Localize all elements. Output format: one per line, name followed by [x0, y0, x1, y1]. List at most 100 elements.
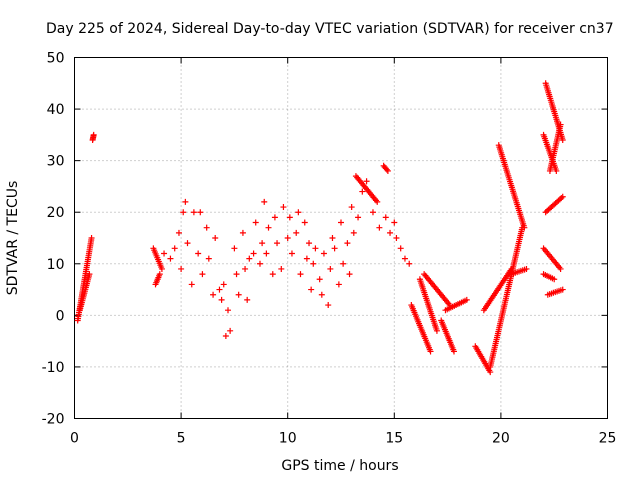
data-point	[344, 240, 351, 247]
data-point	[203, 224, 210, 231]
data-point	[374, 198, 381, 205]
data-point	[180, 209, 187, 216]
data-point	[88, 235, 95, 241]
data-point	[346, 271, 353, 278]
data-point	[171, 245, 178, 252]
data-point	[175, 229, 182, 236]
data-point	[427, 348, 434, 355]
grid	[74, 57, 608, 419]
data-point	[156, 271, 163, 278]
data-point	[161, 250, 168, 257]
data-point	[256, 260, 263, 267]
data-point	[303, 255, 310, 262]
data-point	[523, 265, 530, 272]
data-point	[195, 250, 202, 257]
data-point	[210, 291, 217, 298]
y-tick-label: 30	[47, 154, 65, 170]
data-point	[338, 219, 344, 226]
data-point	[376, 224, 383, 231]
data-point	[235, 291, 242, 298]
data-point	[205, 255, 212, 262]
data-point	[242, 265, 249, 272]
data-point	[271, 214, 278, 221]
data-point	[250, 250, 257, 257]
data-point	[178, 265, 185, 272]
data-point	[325, 302, 332, 309]
data-point	[521, 224, 528, 231]
data-point	[301, 219, 308, 226]
y-tick-label: 50	[47, 51, 65, 67]
y-tick-label: -20	[42, 412, 65, 428]
data-point	[86, 271, 93, 278]
data-point	[397, 245, 404, 252]
data-point	[348, 204, 355, 211]
data-point	[487, 369, 494, 376]
data-point	[252, 219, 259, 226]
data-point	[382, 214, 389, 221]
data-point	[559, 286, 566, 293]
data-point	[199, 271, 206, 278]
data-point	[312, 245, 319, 252]
data-point	[284, 235, 291, 241]
data-point	[216, 286, 223, 293]
data-point	[383, 166, 390, 173]
data-point	[220, 281, 227, 288]
data-point	[280, 204, 287, 211]
data-point	[182, 198, 189, 205]
data-point	[167, 255, 174, 262]
data-point	[387, 229, 394, 236]
data-point	[225, 307, 232, 314]
data-point	[306, 240, 313, 247]
y-tick-label: 20	[47, 205, 65, 221]
data-point	[355, 214, 362, 221]
data-point	[401, 255, 408, 262]
x-tick-label: 5	[177, 431, 186, 447]
x-tick-label: 15	[385, 431, 403, 447]
data-point	[90, 131, 97, 138]
data-point	[557, 265, 564, 272]
plot-frame	[74, 57, 608, 419]
data-point	[227, 327, 234, 334]
data-point	[222, 332, 229, 339]
data-point	[327, 265, 334, 272]
y-tick-label: 40	[47, 102, 65, 118]
x-tick-label: 20	[492, 431, 510, 447]
data-point	[233, 271, 240, 278]
data-point	[239, 229, 246, 236]
data-point	[391, 219, 398, 226]
data-point	[184, 240, 191, 247]
data-point	[265, 224, 272, 231]
data-point	[197, 209, 204, 216]
x-tick-label: 10	[279, 431, 297, 447]
data-point	[363, 178, 370, 185]
data-point	[158, 265, 165, 272]
data-point	[559, 137, 566, 144]
data-point	[288, 250, 295, 257]
chart-title: Day 225 of 2024, Sidereal Day-to-day VTE…	[46, 21, 614, 37]
y-tick-label: 10	[47, 257, 65, 273]
data-point	[278, 265, 285, 272]
data-point	[335, 281, 342, 288]
data-point	[286, 214, 293, 221]
data-point	[295, 209, 302, 216]
data-point	[340, 260, 347, 267]
data-point	[308, 286, 315, 293]
data-point	[293, 229, 300, 236]
data-point	[263, 250, 270, 257]
data-point	[350, 229, 357, 236]
data-point	[406, 260, 413, 267]
data-point	[318, 291, 325, 298]
data-point	[433, 327, 440, 334]
x-tick-label: 0	[70, 431, 79, 447]
data-point	[274, 240, 281, 247]
data-point	[369, 209, 376, 216]
data-point	[190, 209, 197, 216]
data-points	[74, 80, 566, 376]
data-point	[246, 255, 253, 262]
data-point	[559, 193, 566, 200]
data-point	[310, 260, 317, 267]
data-point	[331, 245, 338, 252]
y-axis-label: SDTVAR / TECUs	[5, 181, 21, 296]
data-point	[553, 167, 560, 174]
data-point	[188, 281, 195, 288]
